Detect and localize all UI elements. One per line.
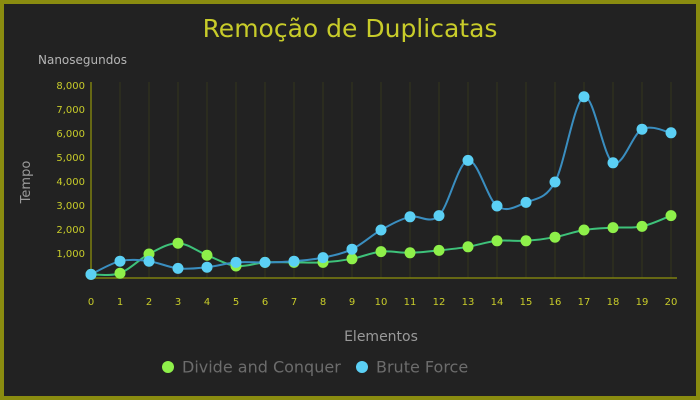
- y-tick-label: 8,000: [56, 81, 85, 92]
- legend-marker-brute-force: [356, 361, 368, 373]
- x-tick-label: 5: [233, 297, 239, 308]
- x-tick-label: 0: [88, 297, 94, 308]
- data-point-brute-force[interactable]: [636, 123, 648, 135]
- data-point-brute-force[interactable]: [462, 154, 474, 166]
- data-point-divide-and-conquer[interactable]: [375, 246, 387, 258]
- x-tick-label: 12: [433, 297, 446, 308]
- x-tick-label: 1: [117, 297, 123, 308]
- data-point-brute-force[interactable]: [230, 256, 242, 268]
- x-tick-label: 15: [520, 297, 533, 308]
- data-point-divide-and-conquer[interactable]: [607, 222, 619, 234]
- legend-item-divide-and-conquer[interactable]: Divide and Conquer: [162, 358, 341, 377]
- x-tick-label: 16: [549, 297, 562, 308]
- grid-lines: [119, 82, 672, 278]
- data-point-brute-force[interactable]: [607, 157, 619, 169]
- data-point-divide-and-conquer[interactable]: [549, 231, 561, 243]
- data-point-divide-and-conquer[interactable]: [346, 253, 358, 265]
- x-tick-label: 8: [320, 297, 326, 308]
- data-point-brute-force[interactable]: [143, 255, 155, 267]
- data-point-divide-and-conquer[interactable]: [665, 210, 677, 222]
- y-tick-label: 1,000: [56, 249, 85, 260]
- data-point-brute-force[interactable]: [375, 224, 387, 236]
- data-point-brute-force[interactable]: [259, 256, 271, 268]
- data-point-divide-and-conquer[interactable]: [462, 241, 474, 253]
- legend-label-brute-force: Brute Force: [376, 358, 468, 377]
- y-axis-label: Tempo: [19, 161, 34, 205]
- y-tick-label: 7,000: [56, 105, 85, 116]
- x-tick-label: 17: [578, 297, 591, 308]
- data-point-divide-and-conquer[interactable]: [433, 244, 445, 256]
- x-tick-label: 2: [146, 297, 152, 308]
- data-point-brute-force[interactable]: [85, 268, 97, 280]
- data-point-divide-and-conquer[interactable]: [404, 247, 416, 259]
- x-tick-label: 13: [462, 297, 475, 308]
- x-tick-label: 4: [204, 297, 210, 308]
- y-tick-label: 5,000: [56, 153, 85, 164]
- data-point-divide-and-conquer[interactable]: [636, 220, 648, 232]
- data-point-brute-force[interactable]: [520, 196, 532, 208]
- data-points: [85, 91, 677, 280]
- data-point-brute-force[interactable]: [317, 252, 329, 264]
- legend: Divide and Conquer Brute Force: [162, 358, 468, 377]
- x-tick-label: 10: [375, 297, 388, 308]
- data-point-divide-and-conquer[interactable]: [201, 249, 213, 261]
- y-tick-label: 4,000: [56, 177, 85, 188]
- x-tick-label: 19: [636, 297, 649, 308]
- legend-label-divide-and-conquer: Divide and Conquer: [182, 358, 341, 377]
- data-point-brute-force[interactable]: [288, 255, 300, 267]
- x-tick-label: 3: [175, 297, 181, 308]
- y-tick-label: 2,000: [56, 225, 85, 236]
- data-point-divide-and-conquer[interactable]: [114, 267, 126, 279]
- axes: [90, 82, 677, 279]
- data-point-brute-force[interactable]: [172, 262, 184, 274]
- x-tick-label: 11: [404, 297, 417, 308]
- legend-marker-divide-and-conquer: [162, 361, 174, 373]
- tick-labels: 1,000 2,000 3,000 4,000 5,000 6,000 7,000 8,000…: [56, 81, 677, 308]
- data-point-brute-force[interactable]: [665, 127, 677, 139]
- x-tick-label: 14: [491, 297, 504, 308]
- data-point-brute-force[interactable]: [433, 210, 445, 222]
- data-point-brute-force[interactable]: [114, 255, 126, 267]
- data-point-brute-force[interactable]: [491, 200, 503, 212]
- data-point-brute-force[interactable]: [346, 243, 358, 255]
- x-tick-label: 7: [291, 297, 297, 308]
- x-tick-label: 20: [665, 297, 678, 308]
- y-tick-label: 3,000: [56, 201, 85, 212]
- unit-label: Nanosegundos: [38, 53, 127, 67]
- chart-title: Remoção de Duplicatas: [203, 14, 498, 43]
- data-point-brute-force[interactable]: [549, 176, 561, 188]
- data-point-brute-force[interactable]: [578, 91, 590, 103]
- y-tick-label: 6,000: [56, 129, 85, 140]
- data-point-divide-and-conquer[interactable]: [520, 235, 532, 247]
- data-point-brute-force[interactable]: [201, 261, 213, 273]
- legend-item-brute-force[interactable]: Brute Force: [356, 358, 468, 377]
- x-axis-label: Elementos: [344, 329, 418, 345]
- data-point-divide-and-conquer[interactable]: [172, 237, 184, 249]
- data-point-divide-and-conquer[interactable]: [578, 224, 590, 236]
- data-point-divide-and-conquer[interactable]: [491, 235, 503, 247]
- x-tick-label: 6: [262, 297, 268, 308]
- data-point-brute-force[interactable]: [404, 211, 416, 223]
- x-tick-label: 18: [607, 297, 620, 308]
- x-tick-label: 9: [349, 297, 355, 308]
